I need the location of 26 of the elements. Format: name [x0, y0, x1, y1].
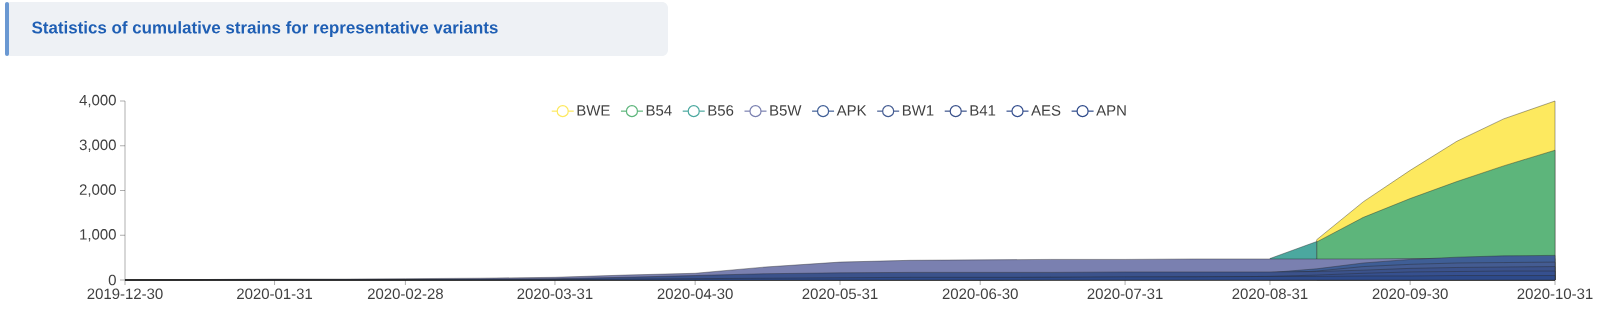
legend-label: BW1: [902, 105, 934, 116]
y-tick-label: 0: [108, 274, 116, 286]
x-tick-label: 2020-08-31: [1232, 288, 1308, 300]
x-tick-label: 2019-12-30: [87, 288, 163, 300]
x-tick-label: 2020-02-28: [367, 288, 443, 300]
x-tick-label: 2020-04-30: [657, 288, 733, 300]
legend-label: AES: [1031, 105, 1061, 116]
legend-label: APK: [836, 105, 867, 116]
x-tick-label: 2020-09-30: [1372, 288, 1448, 300]
legend-label: B41: [970, 105, 996, 116]
x-tick-label: 2020-05-31: [802, 288, 878, 300]
y-tick-label: 3,000: [79, 139, 116, 152]
x-tick-label: 2020-03-31: [517, 288, 593, 300]
x-tick-label: 2020-06-30: [942, 288, 1018, 300]
x-tick-label: 2020-10-31: [1517, 288, 1593, 300]
chart-title: Statistics of cumulative strains for representative variants: [32, 21, 498, 37]
y-tick-label: 2,000: [79, 184, 116, 197]
x-tick-label: 2020-07-31: [1087, 288, 1163, 300]
legend-label: B56: [708, 105, 734, 116]
legend-label: B54: [646, 105, 672, 116]
y-tick-label: 4,000: [79, 94, 116, 108]
y-tick-label: 1,000: [80, 229, 116, 242]
legend-label: APN: [1096, 105, 1126, 116]
x-tick-label: 2020-01-31: [237, 288, 313, 300]
legend-label: B5W: [770, 105, 802, 116]
legend-label: BWE: [577, 105, 610, 116]
